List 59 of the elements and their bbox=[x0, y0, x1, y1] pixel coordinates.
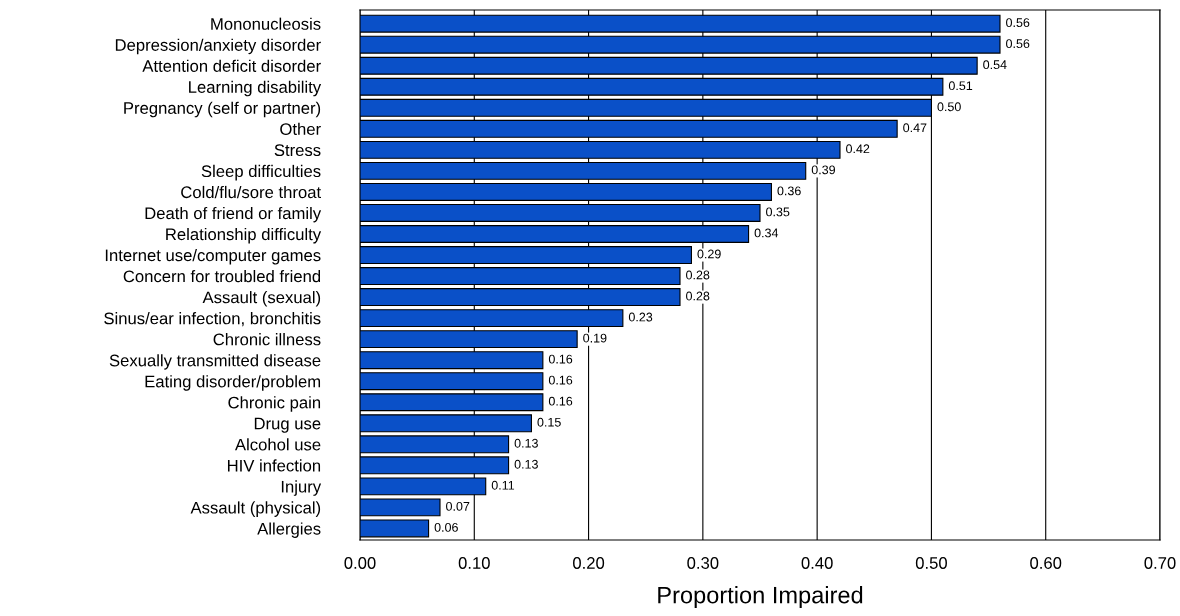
y-tick-label: Assault (sexual) bbox=[202, 291, 321, 307]
y-tick-label: Chronic illness bbox=[213, 333, 321, 346]
x-tick-label: 0.20 bbox=[573, 557, 605, 569]
data-label: 0.06 bbox=[434, 522, 458, 532]
data-label: 0.15 bbox=[537, 417, 561, 427]
y-tick-label: Concern for troubled friend bbox=[123, 270, 321, 283]
data-label: 0.28 bbox=[686, 270, 710, 280]
y-tick-label: Drug use bbox=[254, 417, 321, 433]
data-label: 0.47 bbox=[903, 123, 927, 133]
y-tick-label: Sleep difficulties bbox=[201, 164, 321, 181]
y-tick-label: HIV infection bbox=[227, 459, 321, 472]
y-tick-label: Relationship difficulty bbox=[166, 227, 322, 244]
data-label: 0.07 bbox=[446, 501, 470, 511]
x-tick-label: 0.50 bbox=[915, 557, 947, 569]
y-tick-label: Cold/flu/sore throat bbox=[181, 185, 321, 199]
data-label: 0.34 bbox=[754, 228, 779, 238]
y-tick-label: Other bbox=[280, 122, 321, 136]
data-label: 0.51 bbox=[948, 81, 973, 91]
x-tick-label: 0.70 bbox=[1144, 557, 1176, 569]
x-tick-label: 0.10 bbox=[458, 557, 490, 569]
data-label: 0.54 bbox=[983, 60, 1007, 70]
y-tick-label: Internet use/computer games bbox=[105, 248, 321, 265]
y-tick-label: Allergies bbox=[257, 522, 321, 538]
y-tick-label: Sinus/ear infection, bronchitis bbox=[104, 312, 321, 327]
y-tick-label: Pregnancy (self or partner) bbox=[124, 101, 321, 118]
data-label: 0.56 bbox=[1006, 18, 1030, 28]
x-tick-label: 0.40 bbox=[801, 557, 833, 569]
x-tick-label: 0.60 bbox=[1030, 557, 1062, 569]
x-axis-title: Proportion Impaired bbox=[658, 586, 863, 609]
data-label: 0.56 bbox=[1006, 39, 1030, 49]
data-label: 0.28 bbox=[686, 291, 710, 301]
y-tick-label: Injury bbox=[281, 480, 322, 496]
y-tick-label: Mononucleosis bbox=[211, 17, 321, 30]
y-tick-label: Death of friend or family bbox=[145, 206, 322, 223]
y-tick-label: Depression/anxiety disorder bbox=[115, 38, 321, 55]
y-tick-label: Assault (physical) bbox=[190, 501, 321, 517]
y-tick-label: Alcohol use bbox=[234, 438, 321, 451]
data-label: 0.50 bbox=[937, 102, 961, 112]
y-tick-label: Stress bbox=[274, 144, 321, 157]
data-label: 0.16 bbox=[548, 354, 573, 364]
data-label: 0.16 bbox=[548, 375, 573, 385]
x-tick-label: 0.30 bbox=[687, 557, 719, 569]
data-label: 0.23 bbox=[628, 312, 653, 322]
y-tick-label: Eating disorder/problem bbox=[145, 375, 321, 391]
data-label: 0.13 bbox=[514, 438, 538, 448]
y-tick-label: Learning disability bbox=[189, 80, 322, 97]
data-label: 0.29 bbox=[697, 249, 721, 259]
y-tick-label: Chronic pain bbox=[228, 396, 321, 412]
data-label: 0.11 bbox=[491, 480, 515, 490]
x-tick-label: 0.00 bbox=[344, 557, 376, 569]
data-label: 0.16 bbox=[548, 396, 573, 406]
y-tick-label: Sexually transmitted disease bbox=[109, 354, 321, 370]
data-label: 0.13 bbox=[514, 459, 538, 469]
data-label: 0.36 bbox=[777, 186, 801, 196]
data-label: 0.35 bbox=[766, 207, 790, 217]
data-label: 0.42 bbox=[846, 144, 870, 154]
data-label: 0.39 bbox=[811, 165, 836, 175]
data-label: 0.19 bbox=[583, 333, 607, 343]
y-tick-label: Attention deficit disorder bbox=[142, 59, 321, 72]
